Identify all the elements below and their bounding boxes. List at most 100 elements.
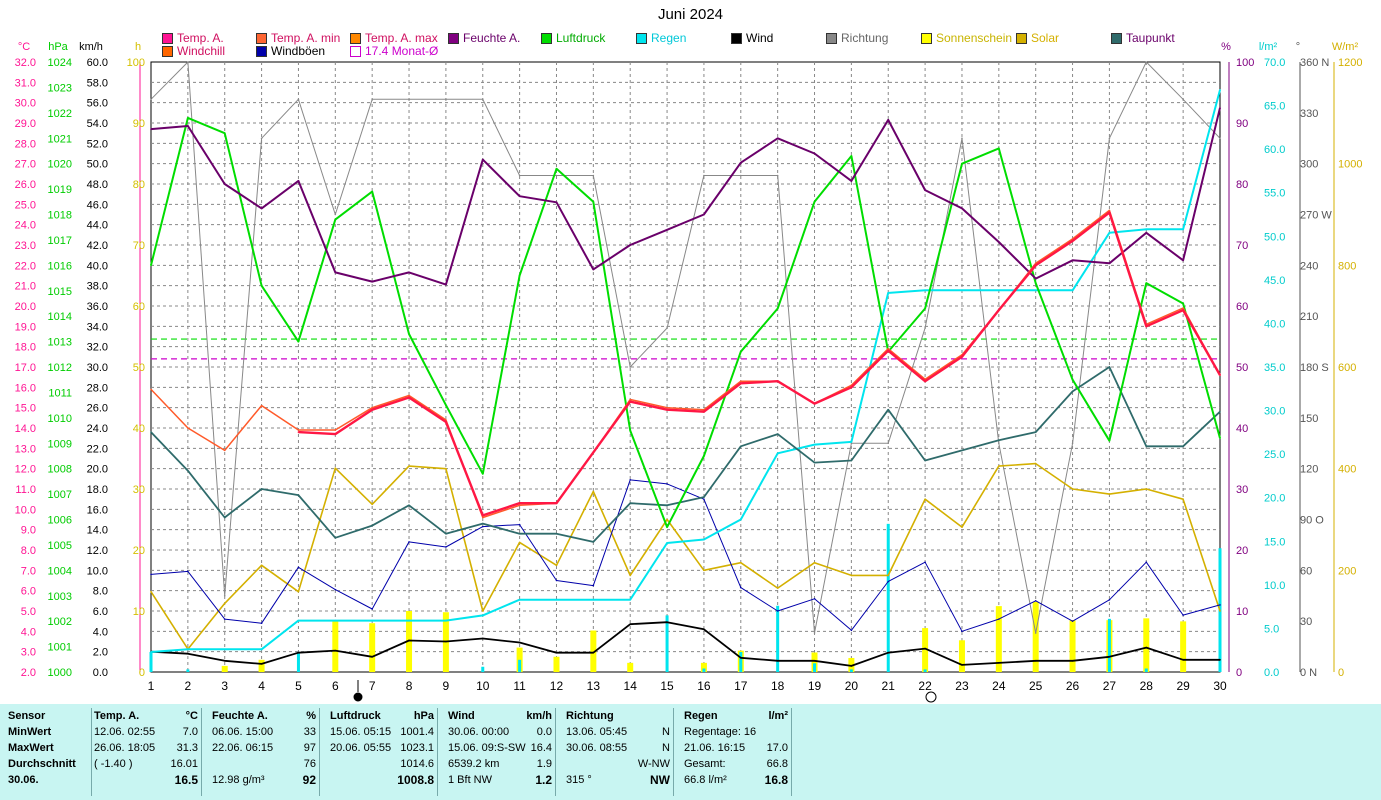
- kmh-tick-label: 28.0: [87, 382, 108, 394]
- rain-cumulative-line-point: [408, 619, 410, 622]
- gust-line-point: [961, 630, 963, 633]
- wind-line: [150, 621, 1220, 667]
- rain-cumulative-line-point: [998, 289, 1000, 292]
- legend-label: Temp. A. min: [271, 31, 341, 45]
- legend-swatch: [636, 32, 647, 44]
- temp-line-point: [703, 410, 705, 413]
- kmh-tick-label: 46.0: [87, 199, 108, 211]
- hpa-tick-label: 1016: [48, 260, 72, 272]
- pct-tick-label: 90: [1236, 118, 1248, 130]
- stats-maxwert-label: MaxWert: [8, 742, 54, 754]
- temp-min-line-point: [739, 380, 742, 383]
- temp-line-point: [813, 402, 816, 405]
- pressure-line-point: [703, 455, 705, 457]
- stats-sensor-header: Sensor: [8, 710, 46, 722]
- humidity-line-point: [1071, 259, 1074, 262]
- x-tick-label: 6: [332, 679, 339, 693]
- wind-line-point: [1219, 659, 1221, 661]
- temp-line-point: [1182, 309, 1184, 311]
- pressure-line-point: [924, 307, 926, 310]
- dewpoint-line-point: [924, 459, 926, 462]
- legend-swatch: [256, 32, 267, 44]
- solar-tick-label: 400: [1338, 464, 1356, 476]
- direction-line-point: [297, 98, 300, 101]
- rain-cumulative-line-point: [961, 289, 963, 292]
- rain-cumulative-line-point: [813, 443, 816, 446]
- stats-humidity-col-row: 12.98 g/m³ 92: [212, 773, 316, 787]
- stats-rain-col: Regen l/m² Regentage: 16 21.06. 16:15 17.0 Ge…: [684, 708, 792, 796]
- solar-line-point: [850, 574, 853, 577]
- kmh-tick-label: 26.0: [87, 403, 108, 415]
- rain-tick-label: 60.0: [1264, 144, 1285, 156]
- right-unit-label: l/m²: [1259, 41, 1278, 53]
- legend-item: 17.4 Monat-Ø: [350, 44, 438, 58]
- rain-cumulative-line-point: [260, 648, 263, 651]
- legend-item: Wind: [731, 31, 773, 45]
- x-tick-label: 14: [624, 679, 638, 693]
- temp-tick-label: 29.0: [15, 118, 36, 130]
- wind-line-point: [776, 660, 779, 662]
- rain-cumulative-line-point: [666, 542, 668, 544]
- temp-min-line-point: [260, 404, 263, 407]
- temp-line-point: [666, 408, 668, 411]
- legend-item: Sonnenschein: [921, 31, 1012, 45]
- temp-tick-label: 27.0: [15, 159, 36, 171]
- kmh-tick-label: 56.0: [87, 98, 108, 110]
- humidity-line-point: [813, 152, 816, 155]
- sunshine-bar: [922, 628, 929, 672]
- pressure-line-point: [223, 132, 226, 134]
- pressure-line-point: [739, 350, 742, 353]
- hpa-tick-label: 1009: [48, 438, 72, 450]
- rain-tick-label: 0.0: [1264, 667, 1279, 679]
- gust-line-point: [297, 566, 300, 569]
- kmh-tick-label: 32.0: [87, 342, 108, 354]
- pressure-line-point: [150, 264, 152, 267]
- temp-tick-label: 30.0: [15, 98, 36, 110]
- h-tick-label: 60: [133, 301, 145, 313]
- legend-label: Feuchte A.: [463, 31, 521, 45]
- dir-tick-label: 120: [1300, 464, 1318, 476]
- weather-chart: 32.031.030.029.028.027.026.025.024.023.0…: [15, 41, 1362, 703]
- hpa-tick-label: 1003: [48, 591, 72, 603]
- hpa-tick-label: 1021: [48, 133, 72, 145]
- hpa-tick-label: 1018: [48, 210, 72, 222]
- sunshine-bar: [406, 611, 413, 672]
- kmh-tick-label: 24.0: [87, 423, 108, 435]
- gust-line-point: [1145, 561, 1148, 563]
- legend-swatch: [1016, 32, 1027, 44]
- temp-line-point: [1219, 374, 1221, 376]
- legend-swatch: [350, 45, 361, 57]
- chart-title: Juni 2024: [657, 6, 724, 23]
- hpa-tick-label: 1012: [48, 362, 72, 374]
- gust-line-point: [629, 479, 632, 481]
- gust-line-point: [703, 498, 705, 500]
- rain-cumulative-line-point: [187, 648, 189, 651]
- h-tick-label: 10: [133, 606, 145, 618]
- humidity-line-point: [555, 201, 558, 204]
- direction-line-point: [334, 213, 337, 216]
- pressure-line-point: [850, 155, 853, 157]
- kmh-tick-label: 58.0: [87, 77, 108, 89]
- solar-tick-label: 1000: [1338, 159, 1362, 171]
- stats-wind-col-row: 30.06. 00:00 0.0: [448, 726, 552, 738]
- x-tick-label: 29: [1176, 679, 1190, 693]
- x-tick-label: 4: [258, 679, 265, 693]
- x-tick-label: 1: [148, 679, 155, 693]
- solar-line-point: [334, 467, 337, 469]
- direction-line-point: [666, 327, 668, 329]
- temp-line-point: [629, 400, 632, 403]
- humidity-line-point: [666, 228, 668, 231]
- gust-line-point: [371, 608, 373, 610]
- wind-line-point: [1108, 655, 1111, 658]
- gust-line-point: [150, 573, 152, 576]
- kmh-tick-label: 10.0: [87, 565, 108, 577]
- wind-line-point: [813, 660, 816, 662]
- pressure-line-point: [629, 429, 632, 432]
- legend-swatch: [921, 32, 932, 44]
- hpa-tick-label: 1007: [48, 489, 72, 501]
- gust-line-point: [481, 525, 484, 528]
- temp-tick-label: 13.0: [15, 443, 36, 455]
- temp-line-point: [1034, 264, 1037, 267]
- humidity-line-point: [592, 268, 595, 271]
- temp-line-point: [408, 396, 410, 399]
